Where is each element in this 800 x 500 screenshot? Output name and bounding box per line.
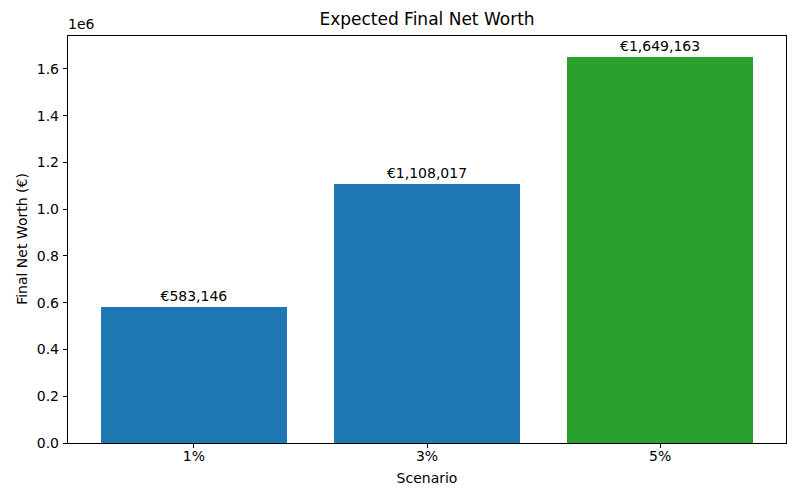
bar-3% <box>334 184 520 443</box>
y-tick-label: 0.2 <box>37 388 59 404</box>
y-axis-label: Final Net Worth (€) <box>14 173 30 305</box>
y-tick-mark <box>63 302 67 303</box>
plot-area: 0.00.20.40.60.81.01.21.41.6€583,1461%€1,… <box>67 35 787 444</box>
x-tick-label: 5% <box>649 448 671 464</box>
y-tick-label: 0.0 <box>37 435 59 451</box>
y-tick-label: 1.4 <box>37 108 59 124</box>
y-tick-mark <box>63 115 67 116</box>
x-tick-label: 3% <box>416 448 438 464</box>
bar-value-label: €1,649,163 <box>620 38 700 54</box>
y-tick-mark <box>63 443 67 444</box>
chart-title: Expected Final Net Worth <box>68 9 786 29</box>
y-tick-mark <box>63 255 67 256</box>
y-tick-mark <box>63 396 67 397</box>
y-tick-label: 0.4 <box>37 341 59 357</box>
y-tick-mark <box>63 349 67 350</box>
y-tick-mark <box>63 162 67 163</box>
y-tick-label: 1.6 <box>37 61 59 77</box>
y-tick-mark <box>63 68 67 69</box>
y-tick-label: 1.0 <box>37 201 59 217</box>
x-tick-label: 1% <box>183 448 205 464</box>
y-tick-mark <box>63 209 67 210</box>
bar-5% <box>567 57 753 443</box>
y-axis-offset-label: 1e6 <box>68 16 94 33</box>
y-tick-label: 0.6 <box>37 295 59 311</box>
y-tick-label: 0.8 <box>37 248 59 264</box>
figure: Expected Final Net Worth 1e6 Final Net W… <box>0 0 800 500</box>
bar-value-label: €583,146 <box>160 288 227 304</box>
bar-value-label: €1,108,017 <box>387 165 467 181</box>
x-axis-label: Scenario <box>68 470 786 486</box>
bar-1% <box>101 307 287 443</box>
y-tick-label: 1.2 <box>37 154 59 170</box>
